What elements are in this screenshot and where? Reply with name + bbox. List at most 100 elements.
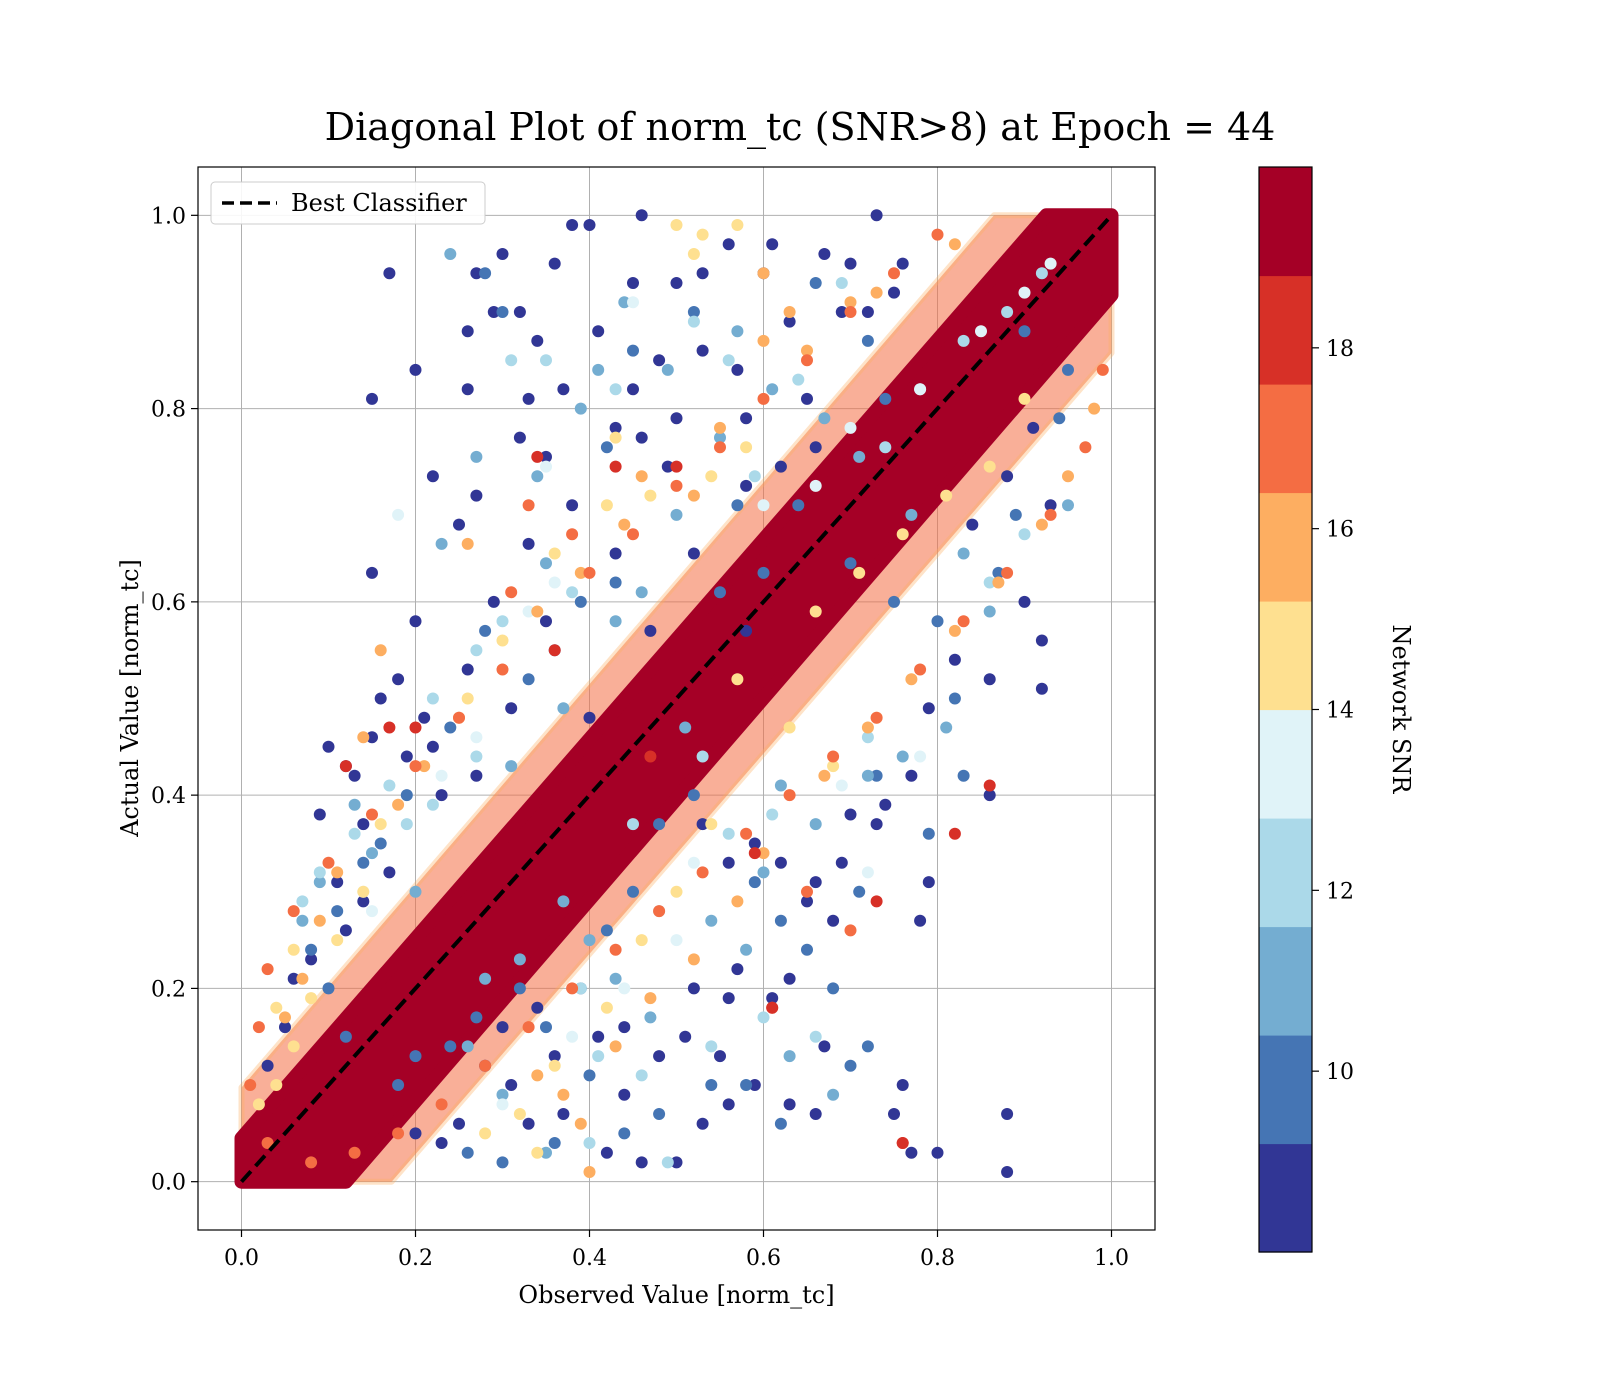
scatter-point <box>731 499 744 512</box>
scatter-point <box>531 470 544 483</box>
scatter-point <box>957 769 970 782</box>
colorbar-bin <box>1259 1143 1312 1253</box>
scatter-point <box>975 325 987 338</box>
scatter-point <box>566 1030 579 1043</box>
scatter-point <box>583 1137 596 1149</box>
scatter-point <box>426 740 439 753</box>
scatter-point <box>740 441 753 454</box>
scatter-point <box>1035 267 1048 280</box>
scatter-point <box>844 296 857 309</box>
scatter-point <box>444 1040 457 1053</box>
scatter-point <box>261 1137 274 1149</box>
scatter-point <box>957 334 970 347</box>
scatter-point <box>914 750 927 763</box>
scatter-point <box>513 982 526 995</box>
y-tick-label: 0.0 <box>151 1171 186 1196</box>
scatter-point <box>609 460 622 473</box>
scatter-point <box>992 566 1005 579</box>
scatter-point <box>687 982 700 995</box>
scatter-point <box>1001 1166 1014 1178</box>
scatter-point <box>714 421 726 434</box>
scatter-point <box>261 963 274 976</box>
scatter-point <box>609 1040 622 1053</box>
scatter-point <box>418 760 431 773</box>
scatter-point <box>896 528 909 541</box>
y-tick-label: 0.6 <box>151 591 186 616</box>
scatter-point <box>644 1011 657 1024</box>
scatter-point <box>670 277 683 289</box>
scatter-point <box>687 315 700 328</box>
scatter-point <box>879 441 892 454</box>
scatter-point <box>861 731 874 744</box>
scatter-point <box>487 306 500 318</box>
scatter-point <box>853 450 866 463</box>
scatter-point <box>609 547 622 560</box>
scatter-point <box>513 953 526 966</box>
scatter-point <box>409 363 422 376</box>
colorbar-bin <box>1259 709 1312 819</box>
scatter-point <box>983 779 996 792</box>
scatter-point <box>583 934 596 947</box>
scatter-point <box>1035 518 1048 531</box>
scatter-point <box>313 876 326 889</box>
scatter-point <box>348 798 361 811</box>
scatter-point <box>844 557 857 570</box>
scatter-point <box>801 943 813 956</box>
scatter-point <box>861 306 874 318</box>
y-tick-label: 0.2 <box>151 977 186 1002</box>
scatter-point <box>400 789 413 802</box>
scatter-point <box>496 306 509 318</box>
scatter-point <box>827 760 840 773</box>
scatter-point <box>461 383 474 396</box>
scatter-point <box>540 615 552 628</box>
scatter-point <box>453 518 465 531</box>
scatter-point <box>366 905 378 918</box>
scatter-point <box>1009 508 1022 521</box>
scatter-point <box>870 769 883 782</box>
scatter-point <box>548 257 561 270</box>
scatter-point <box>1044 499 1057 512</box>
colorbar-ticks: 10 12 14 16 18 <box>1312 337 1354 1085</box>
scatter-point <box>905 1146 918 1159</box>
scatter-point <box>714 586 726 599</box>
scatter-point <box>714 431 726 444</box>
scatter-point <box>331 934 344 947</box>
scatter-point <box>948 624 961 637</box>
scatter-point <box>244 1079 257 1091</box>
scatter-point <box>566 528 579 541</box>
scatter-point <box>392 1079 405 1091</box>
scatter-point <box>435 1137 448 1149</box>
scatter-point <box>287 972 300 985</box>
scatter-point <box>496 663 509 676</box>
scatter-point <box>766 238 779 251</box>
scatter-point <box>487 595 500 608</box>
scatter-point <box>496 1021 509 1034</box>
scatter-point <box>696 267 709 280</box>
scatter-point <box>818 1040 831 1053</box>
scatter-point <box>635 934 648 947</box>
scatter-point <box>835 779 848 792</box>
scatter-point <box>461 325 474 338</box>
scatter-point <box>870 209 883 222</box>
scatter-point <box>966 518 979 531</box>
scatter-point <box>783 1098 796 1111</box>
scatter-point <box>618 1127 631 1140</box>
scatter-point <box>748 1079 761 1091</box>
scatter-point <box>383 779 396 792</box>
scatter-point <box>809 277 822 289</box>
scatter-point <box>479 267 492 280</box>
scatter-point <box>870 818 883 831</box>
scatter-point <box>461 692 474 705</box>
scatter-point <box>905 673 918 686</box>
scatter-point <box>531 334 544 347</box>
scatter-point <box>1044 257 1057 270</box>
scatter-point <box>809 605 822 618</box>
scatter-point <box>1035 682 1048 695</box>
scatter-point <box>992 576 1005 589</box>
scatter-point <box>383 866 396 879</box>
scatter-point <box>722 856 735 869</box>
scatter-point <box>496 1098 509 1111</box>
scatter-point <box>644 992 657 1005</box>
scatter-point <box>583 219 596 231</box>
scatter-point <box>931 228 944 241</box>
